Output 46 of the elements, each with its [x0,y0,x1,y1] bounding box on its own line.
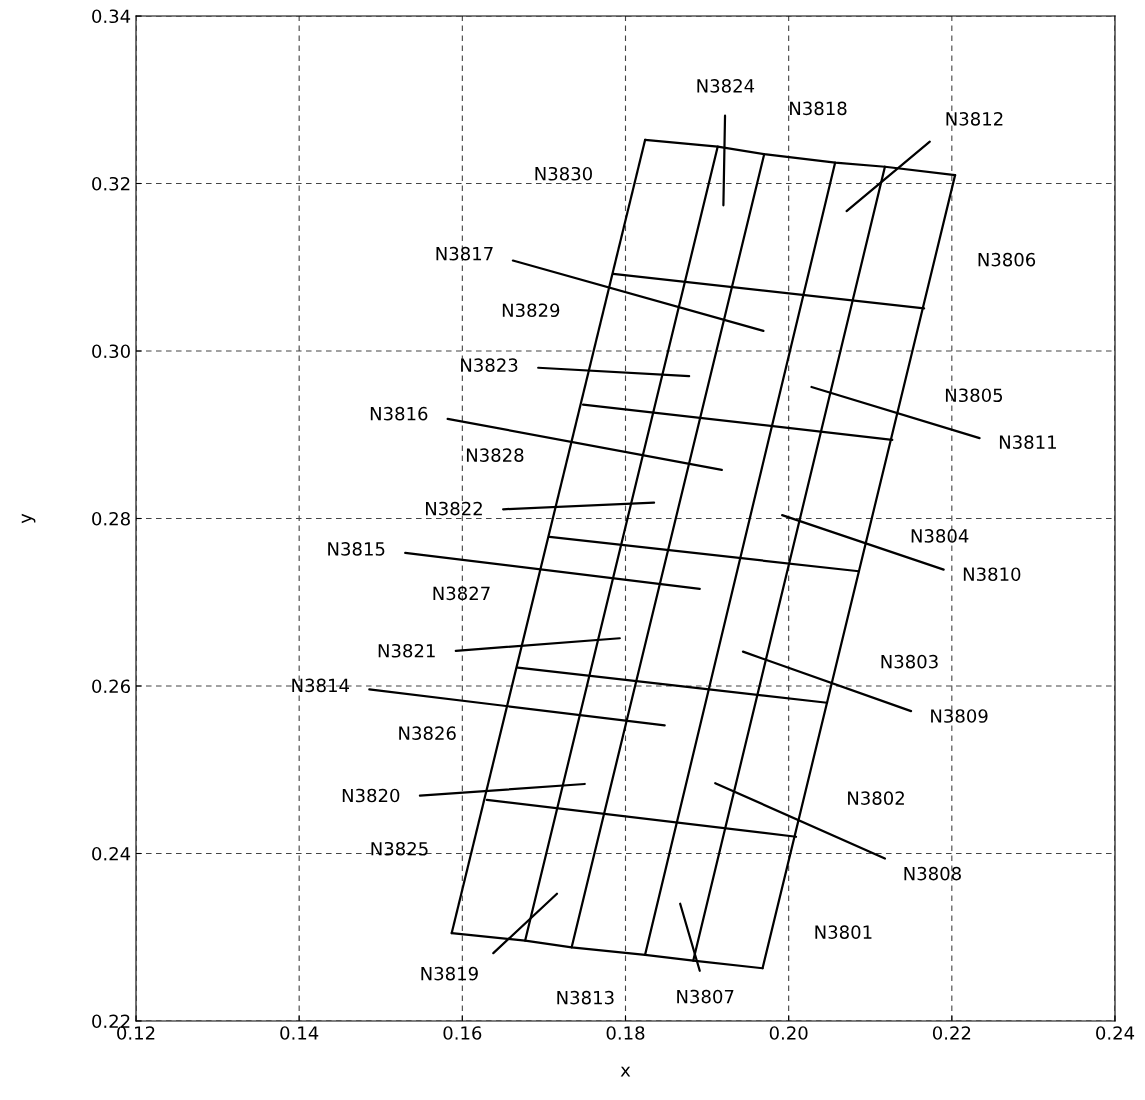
annotation: N3808 [904,866,961,881]
annotation: N3824 [697,79,755,93]
annotation: N3804 [911,529,969,543]
annotation: N3805 [945,388,1003,403]
annotation: N3806 [978,252,1036,267]
annotation: N3807 [677,989,734,1004]
y-tick-label: 0.22 [92,1014,130,1029]
y-axis-title: y [21,513,36,524]
annotation: N3830 [535,166,592,181]
y-tick-label: 0.24 [92,846,131,861]
y-tick-label: 0.26 [92,679,130,694]
x-axis-title: x [620,1066,631,1077]
annotation: N3816 [370,406,428,421]
annotation: N3821 [378,643,435,658]
annotation: N3814 [292,678,350,693]
annotation: N3820 [342,788,400,803]
annotation: N3803 [881,654,938,669]
y-tick-label: 0.34 [92,9,131,24]
y-tick-label: 0.32 [92,176,130,191]
x-tick-label: 0.22 [932,1026,971,1040]
x-tick-label: 0.12 [117,1026,155,1040]
annotation: N3813 [557,990,614,1005]
annotation: N3811 [999,435,1056,449]
annotation: N3810 [963,567,1021,582]
annotation: N3822 [426,501,482,516]
annotation: N3826 [399,726,456,740]
x-tick-label: 0.14 [280,1026,319,1040]
annotation: N3812 [946,112,1003,126]
y-tick-label: 0.30 [92,344,130,359]
x-tick-label: 0.18 [606,1026,645,1040]
y-tick-label: 0.28 [92,511,130,526]
annotation: N3819 [421,966,478,981]
annotation: N3817 [436,246,493,261]
x-tick-label: 0.20 [769,1026,808,1040]
x-tick-label: 0.16 [443,1026,482,1040]
annotation: N3801 [815,925,872,939]
annotation: N3818 [790,101,847,116]
x-tick-label: 0.24 [1096,1026,1135,1040]
annotation: N3823 [461,358,518,372]
annotation: N3825 [371,841,428,856]
annotation: N3827 [433,586,490,601]
annotation: N3809 [931,709,988,723]
annotation: N3828 [466,448,524,462]
annotation: N3829 [502,303,560,318]
annotation: N3802 [848,791,904,805]
annotation: N3815 [328,542,385,556]
